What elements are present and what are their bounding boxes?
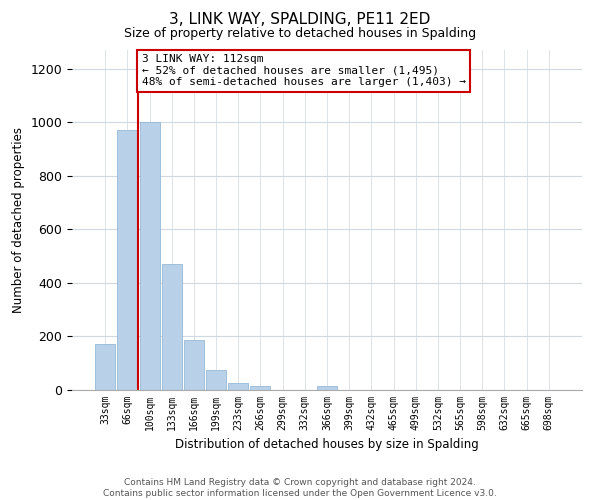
X-axis label: Distribution of detached houses by size in Spalding: Distribution of detached houses by size … [175, 438, 479, 452]
Y-axis label: Number of detached properties: Number of detached properties [12, 127, 25, 313]
Text: 3 LINK WAY: 112sqm
← 52% of detached houses are smaller (1,495)
48% of semi-deta: 3 LINK WAY: 112sqm ← 52% of detached hou… [142, 54, 466, 87]
Bar [140, 122, 160, 390]
Text: 3, LINK WAY, SPALDING, PE11 2ED: 3, LINK WAY, SPALDING, PE11 2ED [169, 12, 431, 28]
Bar [250, 386, 271, 390]
Text: Contains HM Land Registry data © Crown copyright and database right 2024.
Contai: Contains HM Land Registry data © Crown c… [103, 478, 497, 498]
Text: Size of property relative to detached houses in Spalding: Size of property relative to detached ho… [124, 28, 476, 40]
Bar [118, 130, 137, 390]
Bar [206, 370, 226, 390]
Bar [317, 386, 337, 390]
Bar [95, 344, 115, 390]
Bar [162, 264, 182, 390]
Bar [184, 340, 204, 390]
Bar [228, 384, 248, 390]
